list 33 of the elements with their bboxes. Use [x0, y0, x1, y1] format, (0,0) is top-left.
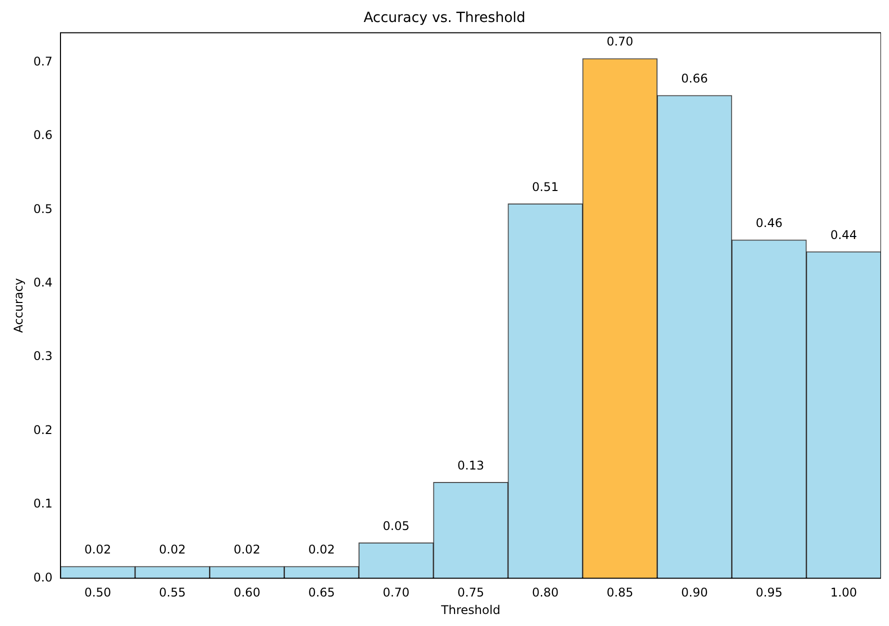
y-tick-label: 0.4 [33, 276, 52, 290]
y-tick-label: 0.2 [33, 422, 52, 437]
x-tick-label: 0.80 [532, 586, 559, 600]
x-tick-label: 0.75 [457, 586, 484, 600]
x-tick-label: 0.65 [308, 586, 335, 600]
data-label: 0.51 [532, 180, 559, 194]
x-tick-label: 0.70 [382, 586, 410, 600]
data-label: 0.66 [681, 72, 708, 86]
data-label: 0.02 [234, 542, 260, 557]
x-tick-label: 0.55 [159, 586, 186, 600]
x-tick-label: 0.50 [84, 586, 112, 600]
y-axis-title: Accuracy [11, 278, 26, 333]
x-tick-label: 0.85 [606, 586, 634, 600]
data-label: 0.46 [756, 216, 782, 230]
y-tick-label: 0.1 [33, 496, 52, 511]
x-tick-label: 0.90 [681, 586, 708, 600]
data-label: 0.70 [606, 34, 634, 49]
data-label: 0.44 [830, 228, 858, 242]
chart-title: Accuracy vs. Threshold [364, 10, 526, 26]
x-tick-label: 0.95 [756, 586, 782, 600]
x-tick-label: 0.60 [234, 586, 260, 600]
y-tick-label: 0.5 [33, 202, 52, 216]
y-tick-label: 0.3 [33, 349, 52, 364]
data-label: 0.02 [159, 542, 186, 557]
y-tick-label: 0.7 [33, 54, 52, 68]
data-label: 0.02 [84, 542, 112, 557]
data-label: 0.05 [382, 518, 410, 533]
y-tick-label: 0.0 [33, 570, 52, 584]
data-label: 0.13 [457, 458, 484, 473]
data-label: 0.02 [308, 542, 335, 557]
y-tick-label: 0.6 [33, 128, 52, 142]
x-axis-title: Threshold [440, 602, 500, 617]
x-tick-label: 1.00 [830, 586, 858, 600]
